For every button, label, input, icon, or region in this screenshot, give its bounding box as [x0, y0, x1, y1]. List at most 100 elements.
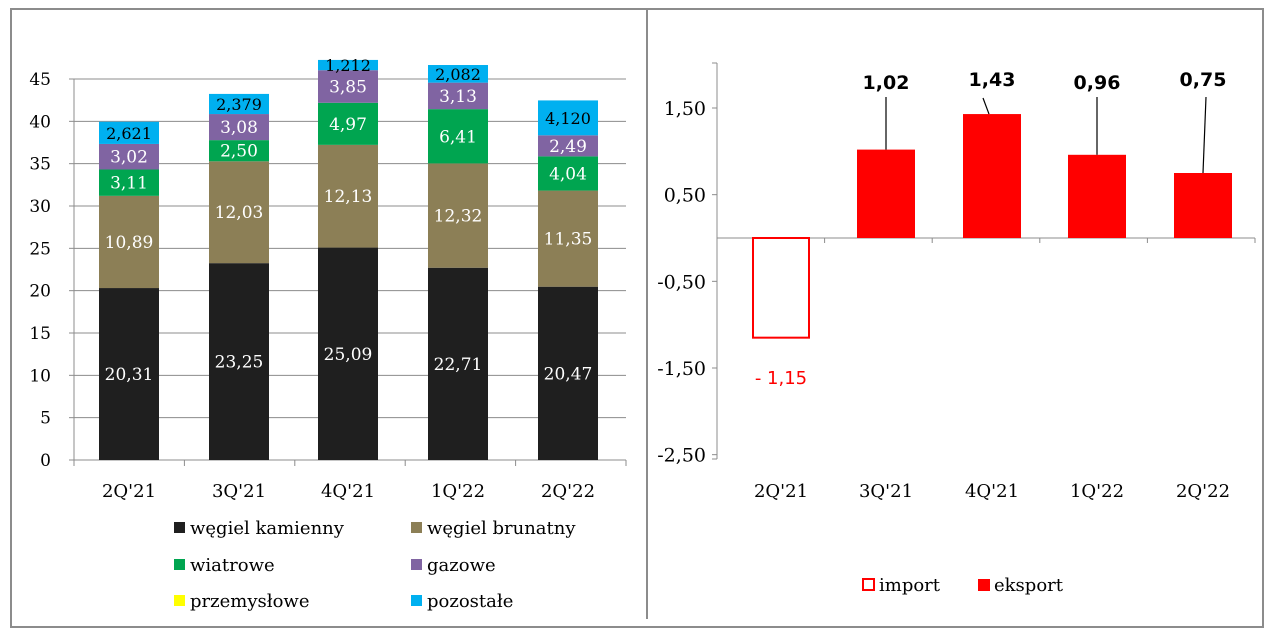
legend-swatch [174, 595, 185, 606]
bar-segment [318, 59, 378, 71]
legend-label: węgiel kamienny [190, 518, 345, 539]
data-label: 3,02 [110, 148, 148, 168]
legend-swatch-export [978, 579, 990, 591]
data-label: 20,31 [105, 365, 154, 385]
bar-segment [318, 144, 378, 248]
y-tick-label: 30 [29, 197, 51, 217]
y-tick-label: 10 [29, 366, 51, 386]
bar-export [1068, 154, 1126, 238]
data-label: 6,41 [439, 127, 477, 147]
data-label: 20,47 [544, 364, 593, 384]
panel-divider [646, 8, 648, 619]
legend-swatch-import [862, 578, 875, 591]
data-label: 0,75 [1180, 69, 1227, 91]
bar-segment [318, 70, 378, 103]
bar-segment [428, 65, 488, 83]
y-tick-label: 45 [29, 70, 51, 90]
data-label: 23,25 [215, 353, 264, 373]
bar-segment [538, 156, 598, 191]
legend-label: węgiel brunatny [427, 518, 576, 539]
data-label: 12,13 [324, 187, 373, 207]
data-label: 4,97 [329, 115, 367, 135]
x-tick-label: 1Q'22 [1070, 481, 1124, 502]
leader-line [982, 97, 990, 115]
x-tick-label: 4Q'21 [321, 481, 375, 502]
y-tick-label: -2,50 [657, 445, 706, 467]
x-tick-label: 1Q'22 [431, 481, 485, 502]
y-tick-label: -1,50 [657, 358, 706, 380]
data-label: 11,35 [544, 230, 593, 250]
x-tick-label: 2Q'21 [102, 481, 156, 502]
data-label: 2,621 [106, 124, 152, 143]
data-label: 0,96 [1074, 72, 1121, 94]
legend-label: eksport [994, 575, 1064, 596]
bar-segment [318, 102, 378, 145]
stacked-bar-chart: 0 5 10 15 20 25 30 35 40 45 20,31 10,89 3,11 3,02 2,62… [29, 56, 627, 612]
bar-import [752, 237, 810, 339]
x-tick-label: 4Q'21 [965, 481, 1019, 502]
x-tick-label: 2Q'22 [1176, 481, 1230, 502]
bar-segment [538, 190, 598, 287]
bar-segment [99, 195, 159, 289]
x-tick-label: 2Q'21 [754, 481, 808, 502]
y-tick-label: 1,50 [664, 98, 706, 120]
bar-segment [209, 263, 269, 460]
bar-segment [209, 140, 269, 162]
data-label: 3,11 [110, 174, 148, 194]
data-label: 1,212 [325, 56, 371, 75]
bar-segment [99, 288, 159, 460]
legend-swatch [411, 559, 422, 570]
data-label: 3,08 [220, 118, 258, 138]
x-tick-label: 3Q'21 [859, 481, 913, 502]
data-label: 2,082 [435, 65, 481, 84]
leader-line [1202, 96, 1207, 174]
data-label: - 1,15 [755, 368, 807, 389]
data-label: 25,09 [324, 345, 373, 365]
y-tick-label: 35 [29, 155, 51, 175]
bar-segment [209, 93, 269, 115]
legend-label: import [879, 575, 941, 596]
data-label: 10,89 [105, 233, 154, 253]
legend-label: pozostałe [427, 591, 513, 612]
legend-label: gazowe [427, 555, 496, 576]
bar-segment [99, 121, 159, 144]
data-label: 12,32 [434, 207, 483, 227]
bar-segment [318, 247, 378, 460]
data-label: 2,49 [549, 137, 587, 157]
bar-export [1174, 173, 1232, 238]
bar-segment [538, 286, 598, 460]
balance-bar-chart: 1,50 0,50 -0,50 -1,50 -2,50 - 1,15 2Q'21 1,02 3Q… [657, 62, 1256, 596]
data-label: 4,120 [545, 109, 591, 128]
bar-segment [428, 82, 488, 110]
legend-swatch [174, 559, 185, 570]
data-label: 12,03 [215, 203, 264, 223]
y-tick-label: 0 [40, 451, 51, 471]
bar-segment [428, 109, 488, 164]
data-label: 1,43 [969, 69, 1016, 91]
bar-segment [428, 163, 488, 268]
y-tick-label: -0,50 [657, 271, 706, 293]
y-tick-label: 0,50 [664, 185, 706, 207]
bar-segment [99, 169, 159, 196]
legend-swatch [174, 522, 185, 533]
legend-label: wiatrowe [190, 555, 275, 576]
bar-segment [538, 100, 598, 136]
legend-swatch [411, 522, 422, 533]
bar-export [963, 114, 1021, 238]
y-tick-label: 5 [40, 409, 51, 429]
bar-segment [209, 161, 269, 264]
data-label: 3,13 [439, 87, 477, 107]
y-tick-label: 25 [29, 239, 51, 259]
legend-label: przemysłowe [190, 591, 309, 612]
data-label: 3,85 [329, 77, 367, 97]
y-tick-label: 40 [29, 112, 51, 132]
data-label: 4,04 [549, 164, 587, 184]
bar-segment [99, 143, 159, 170]
data-label: 2,50 [220, 142, 258, 162]
y-tick-label: 15 [29, 324, 51, 344]
bar-segment [428, 267, 488, 460]
bar-export [857, 149, 915, 238]
x-tick-label: 3Q'21 [212, 481, 266, 502]
y-tick-label: 20 [29, 282, 51, 302]
